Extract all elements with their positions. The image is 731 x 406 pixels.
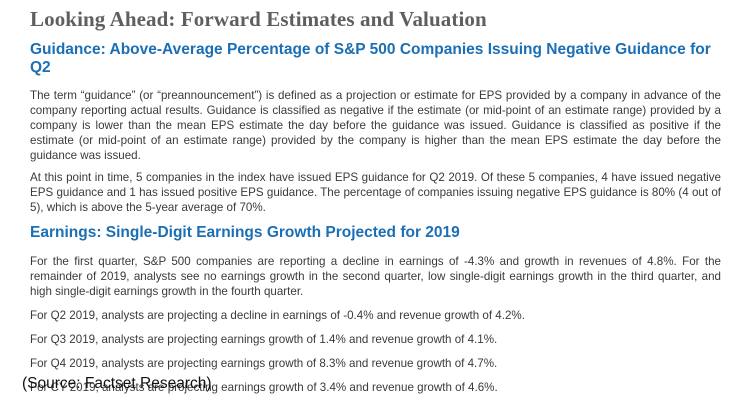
guidance-definition-paragraph: The term “guidance” (or “preannouncement… bbox=[30, 89, 721, 162]
guidance-heading: Guidance: Above-Average Percentage of S&… bbox=[30, 41, 711, 76]
earnings-q2-line: For Q2 2019, analysts are projecting a d… bbox=[30, 309, 525, 322]
earnings-q3-line: For Q3 2019, analysts are projecting ear… bbox=[30, 333, 498, 346]
earnings-heading: Earnings: Single-Digit Earnings Growth P… bbox=[30, 224, 460, 241]
earnings-cy-line: For CY 2019, analysts are projecting ear… bbox=[30, 381, 498, 394]
guidance-status-paragraph: At this point in time, 5 companies in th… bbox=[30, 171, 721, 214]
earnings-q4-line: For Q4 2019, analysts are projecting ear… bbox=[30, 357, 498, 370]
source-caption: (Source: Factset Research) bbox=[22, 375, 212, 392]
page-title: Looking Ahead: Forward Estimates and Val… bbox=[30, 7, 487, 31]
earnings-summary-paragraph: For the first quarter, S&P 500 companies… bbox=[30, 255, 721, 298]
